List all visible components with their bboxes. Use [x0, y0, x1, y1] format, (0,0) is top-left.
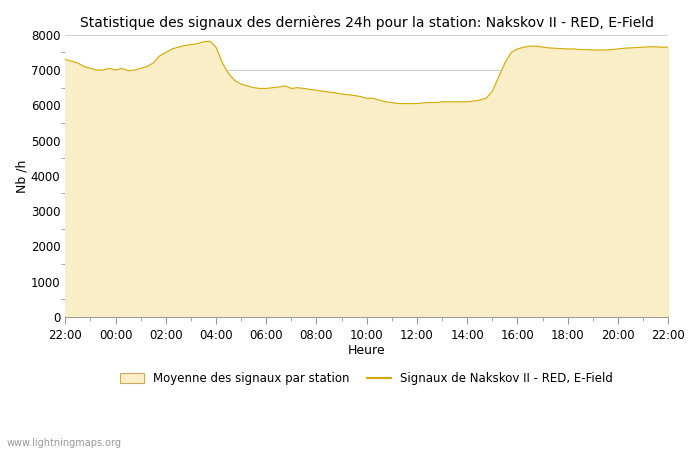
X-axis label: Heure: Heure [348, 344, 386, 357]
Title: Statistique des signaux des dernières 24h pour la station: Nakskov II - RED, E-F: Statistique des signaux des dernières 24… [80, 15, 654, 30]
Y-axis label: Nb /h: Nb /h [15, 159, 28, 193]
Legend: Moyenne des signaux par station, Signaux de Nakskov II - RED, E-Field: Moyenne des signaux par station, Signaux… [116, 368, 618, 390]
Text: www.lightningmaps.org: www.lightningmaps.org [7, 438, 122, 448]
